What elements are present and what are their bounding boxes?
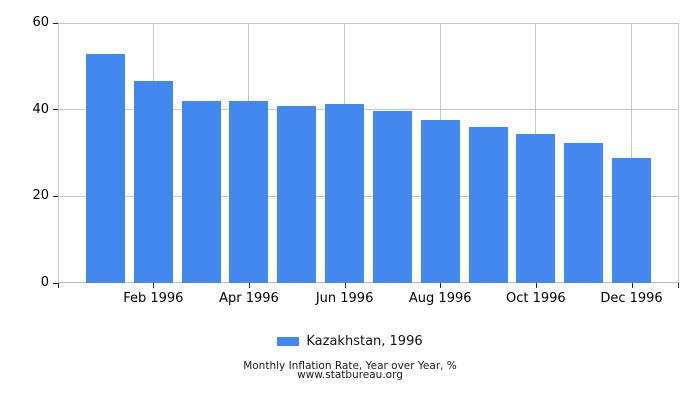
bar-Jun 1996 xyxy=(325,104,365,283)
x-axis-tick xyxy=(535,283,537,288)
gridline-y-40 xyxy=(58,109,679,111)
x-axis-tick xyxy=(344,283,346,288)
y-tick-label-0: 0 xyxy=(40,275,49,290)
y-axis-tick xyxy=(53,22,58,24)
bar-Oct 1996 xyxy=(516,133,556,283)
x-tick-label-Jun-1996: Jun 1996 xyxy=(315,291,374,306)
plot-right-border xyxy=(678,23,679,283)
gridline-x-Dec 1996 xyxy=(631,23,632,283)
bar-Jul 1996 xyxy=(372,111,412,283)
x-axis-tick xyxy=(248,283,250,288)
legend-label: Kazakhstan, 1996 xyxy=(306,334,423,349)
bar-May 1996 xyxy=(277,106,317,283)
y-tick-label-40: 40 xyxy=(32,101,49,117)
chart-title: Monthly Inflation Rate, Year over Year, … xyxy=(243,360,457,372)
bar-Feb 1996 xyxy=(133,81,173,283)
y-axis-tick xyxy=(53,109,58,111)
plot-area xyxy=(53,22,679,288)
bar-Mar 1996 xyxy=(181,100,221,283)
bar-Jan 1996 xyxy=(86,53,125,283)
plot-left-border xyxy=(58,23,59,283)
bar-Sep 1996 xyxy=(468,127,508,283)
y-axis-tick xyxy=(53,195,58,197)
gridline-y-60 xyxy=(58,22,679,24)
y-tick-label-20: 20 xyxy=(32,188,49,204)
x-tick-label-Feb-1996: Feb 1996 xyxy=(123,291,184,306)
bar-Dec 1996 xyxy=(612,158,651,283)
x-tick-label-Apr-1996: Apr 1996 xyxy=(219,291,279,306)
x-tick-label-Dec-1996: Dec 1996 xyxy=(600,291,663,306)
x-axis-tick xyxy=(631,283,633,288)
bar-Nov 1996 xyxy=(564,143,604,283)
chart-source-url: www.statbureau.org xyxy=(297,369,403,381)
x-axis-tick xyxy=(58,283,59,288)
legend-color-swatch xyxy=(277,337,300,346)
y-axis-tick xyxy=(53,282,58,284)
x-axis-tick xyxy=(678,283,679,288)
x-tick-label-Aug-1996: Aug 1996 xyxy=(408,291,472,306)
y-tick-label-60: 60 xyxy=(32,15,49,30)
bar-Apr 1996 xyxy=(229,101,269,283)
bar-Aug 1996 xyxy=(420,119,460,283)
gridline-y-20 xyxy=(58,195,679,197)
legend: Kazakhstan, 1996 xyxy=(0,334,700,349)
x-axis-tick xyxy=(153,283,155,288)
x-axis-line xyxy=(58,282,679,283)
x-tick-label-Oct-1996: Oct 1996 xyxy=(506,291,566,306)
x-axis-tick xyxy=(440,283,442,288)
chart-footer: Monthly Inflation Rate, Year over Year, … xyxy=(0,360,700,381)
